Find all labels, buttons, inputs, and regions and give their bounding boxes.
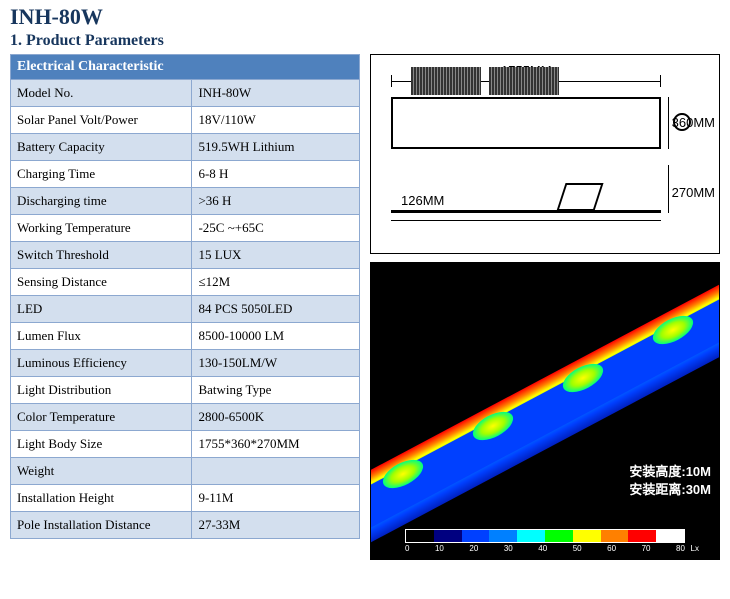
table-row: Battery Capacity519.5WH Lithium — [11, 134, 360, 161]
spec-value: 519.5WH Lithium — [192, 134, 360, 161]
lux-segment — [573, 530, 601, 542]
table-row: LED84 PCS 5050LED — [11, 296, 360, 323]
height-dim: 270MM — [672, 185, 715, 200]
lux-tick: 80 — [676, 544, 685, 553]
lux-segment — [545, 530, 573, 542]
thickness-dim: 126MM — [401, 193, 444, 208]
spec-value: 15 LUX — [192, 242, 360, 269]
lux-tick: 20 — [469, 544, 478, 553]
lux-segment — [489, 530, 517, 542]
spec-label: Light Distribution — [11, 377, 192, 404]
spec-value: 1755*360*270MM — [192, 431, 360, 458]
spec-label: Solar Panel Volt/Power — [11, 107, 192, 134]
lux-tick: 60 — [607, 544, 616, 553]
lux-unit: Lx — [691, 544, 699, 553]
spec-label: Color Temperature — [11, 404, 192, 431]
grille-right — [489, 67, 559, 95]
spec-value: Batwing Type — [192, 377, 360, 404]
lux-ticks: 01020304050607080Lx — [405, 544, 685, 553]
lux-segment — [656, 530, 684, 542]
spec-value: 84 PCS 5050LED — [192, 296, 360, 323]
spec-label: Charging Time — [11, 161, 192, 188]
product-side-view — [391, 210, 661, 213]
spec-column: Electrical Characteristic Model No.INH-8… — [10, 54, 360, 560]
table-row: Pole Installation Distance27-33M — [11, 512, 360, 539]
lux-tick: 30 — [504, 544, 513, 553]
spec-label: Luminous Efficiency — [11, 350, 192, 377]
table-row: Charging Time6-8 H — [11, 161, 360, 188]
side-mount — [556, 183, 603, 211]
spec-value: 8500-10000 LM — [192, 323, 360, 350]
lux-colorbar — [405, 529, 685, 543]
spec-label: Sensing Distance — [11, 269, 192, 296]
section-subtitle: 1. Product Parameters — [10, 32, 720, 50]
spec-label: Light Body Size — [11, 431, 192, 458]
table-row: Solar Panel Volt/Power18V/110W — [11, 107, 360, 134]
dimension-diagram: 1755MM 360MM 126MM 270MM — [370, 54, 720, 254]
table-row: Luminous Efficiency130-150LM/W — [11, 350, 360, 377]
lux-tick: 0 — [405, 544, 409, 553]
install-distance-label: 安装距离:30M — [629, 481, 711, 499]
table-row: Switch Threshold15 LUX — [11, 242, 360, 269]
lux-segment — [462, 530, 490, 542]
lux-tick: 10 — [435, 544, 444, 553]
table-row: Color Temperature2800-6500K — [11, 404, 360, 431]
lux-segment — [517, 530, 545, 542]
spec-label: LED — [11, 296, 192, 323]
spec-value: >36 H — [192, 188, 360, 215]
spec-value: INH-80W — [192, 80, 360, 107]
table-row: Working Temperature-25C ~+65C — [11, 215, 360, 242]
spec-value: -25C ~+65C — [192, 215, 360, 242]
main-layout: Electrical Characteristic Model No.INH-8… — [10, 54, 720, 560]
spec-value: 130-150LM/W — [192, 350, 360, 377]
spec-value — [192, 458, 360, 485]
width-dim: 360MM — [672, 115, 715, 130]
spec-label: Pole Installation Distance — [11, 512, 192, 539]
spec-table: Electrical Characteristic Model No.INH-8… — [10, 54, 360, 539]
spec-value: 18V/110W — [192, 107, 360, 134]
lux-segment — [434, 530, 462, 542]
product-top-view — [391, 97, 661, 149]
spec-label: Weight — [11, 458, 192, 485]
lux-tick: 70 — [642, 544, 651, 553]
lux-segment — [406, 530, 434, 542]
table-row: Light Body Size1755*360*270MM — [11, 431, 360, 458]
install-labels: 安装高度:10M 安装距离:30M — [629, 463, 711, 499]
table-header: Electrical Characteristic — [11, 55, 360, 80]
spec-value: 2800-6500K — [192, 404, 360, 431]
graphics-column: 1755MM 360MM 126MM 270MM — [370, 54, 720, 560]
spec-label: Discharging time — [11, 188, 192, 215]
lux-tick: 40 — [538, 544, 547, 553]
grille-left — [411, 67, 481, 95]
spec-value: 27-33M — [192, 512, 360, 539]
spec-label: Model No. — [11, 80, 192, 107]
lux-legend: 01020304050607080Lx — [405, 529, 685, 553]
table-row: Discharging time>36 H — [11, 188, 360, 215]
spec-value: 6-8 H — [192, 161, 360, 188]
spec-label: Working Temperature — [11, 215, 192, 242]
table-row: Light DistributionBatwing Type — [11, 377, 360, 404]
spec-value: 9-11M — [192, 485, 360, 512]
light-simulation: 安装高度:10M 安装距离:30M 0 10 20 30 40 50 60 70 80 Lx — [370, 262, 720, 560]
table-row: Lumen Flux8500-10000 LM — [11, 323, 360, 350]
table-row: Model No.INH-80W — [11, 80, 360, 107]
lux-segment — [601, 530, 629, 542]
table-row: Installation Height9-11M — [11, 485, 360, 512]
product-title: INH-80W — [10, 4, 720, 30]
spec-label: Battery Capacity — [11, 134, 192, 161]
spec-value: ≤12M — [192, 269, 360, 296]
table-row: Weight — [11, 458, 360, 485]
table-row: Sensing Distance≤12M — [11, 269, 360, 296]
lux-segment — [628, 530, 656, 542]
spec-label: Lumen Flux — [11, 323, 192, 350]
spec-label: Switch Threshold — [11, 242, 192, 269]
install-height-label: 安装高度:10M — [629, 463, 711, 481]
spec-label: Installation Height — [11, 485, 192, 512]
lux-tick: 50 — [573, 544, 582, 553]
